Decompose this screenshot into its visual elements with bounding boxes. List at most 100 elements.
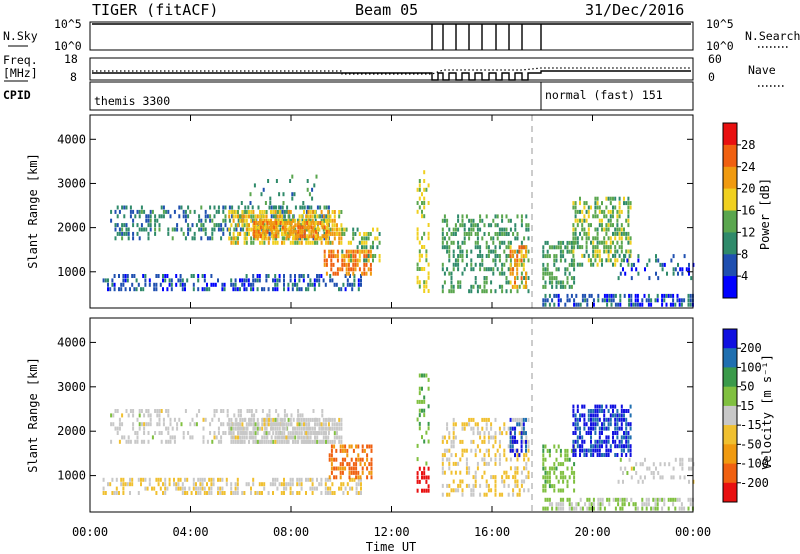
velocity-echo-cell — [102, 491, 105, 495]
velocity-echo-cell — [599, 506, 602, 511]
power-echo-cell — [603, 227, 606, 232]
velocity-echo-cell — [520, 470, 523, 475]
velocity-echo-cell — [518, 453, 521, 458]
power-echo-cell — [485, 245, 488, 250]
velocity-echo-cell — [274, 426, 277, 431]
velocity-echo-cell — [274, 477, 277, 482]
power-echo-cell — [302, 274, 305, 278]
velocity-echo-cell — [573, 462, 576, 467]
power-echo-cell — [268, 231, 271, 236]
velocity-echo-cell — [511, 426, 514, 431]
power-echo-cell — [310, 234, 313, 239]
velocity-echo-cell — [592, 426, 595, 431]
power-echo-cell — [275, 221, 278, 225]
power-echo-cell — [173, 227, 176, 232]
power-echo-cell — [248, 232, 250, 236]
power-echo-region — [240, 174, 318, 210]
power-echo-cell — [487, 254, 490, 258]
velocity-echo-cell — [341, 466, 344, 471]
velocity-echo-cell — [427, 377, 430, 382]
velocity-echo-cell — [598, 435, 601, 440]
velocity-echo-cell — [147, 439, 150, 444]
power-echo-cell — [272, 236, 275, 241]
power-echo-cell — [476, 289, 479, 294]
power-echo-cell — [459, 254, 462, 258]
velocity-echo-cell — [236, 491, 239, 495]
velocity-echo-cell — [485, 479, 488, 484]
power-echo-cell — [321, 221, 324, 225]
power-echo-cell — [461, 249, 464, 254]
power-echo-cell — [134, 214, 137, 219]
velocity-echo-cell — [452, 461, 455, 466]
power-echo-cell — [573, 258, 576, 263]
power-colorbar-tick-label: 8 — [741, 247, 748, 261]
velocity-echo-cell — [245, 435, 248, 440]
velocity-echo-cell — [525, 435, 528, 440]
power-echo-cell — [461, 214, 464, 219]
power-echo-cell — [574, 201, 577, 206]
velocity-echo-cell — [321, 409, 324, 413]
power-echo-cell — [564, 271, 567, 276]
power-echo-cell — [299, 236, 302, 241]
power-echo-cell — [149, 209, 152, 214]
power-echo-cell — [129, 205, 132, 210]
power-echo-cell — [312, 229, 315, 234]
velocity-echo-cell — [138, 409, 141, 413]
velocity-echo-cell — [360, 491, 362, 495]
velocity-echo-cell — [461, 426, 464, 431]
velocity-echo-cell — [620, 413, 623, 418]
power-echo-cell — [463, 227, 466, 232]
power-echo-cell — [525, 276, 527, 281]
power-echo-cell — [334, 271, 337, 276]
power-echo-cell — [663, 262, 666, 267]
power-echo-cell — [657, 258, 660, 263]
power-echo-cell — [579, 245, 581, 250]
power-echo-cell — [213, 214, 216, 219]
power-echo-cell — [607, 209, 610, 214]
velocity-echo-cell — [217, 417, 220, 422]
velocity-echo-cell — [542, 448, 545, 453]
power-echo-cell — [514, 280, 516, 285]
power-echo-cell — [448, 289, 451, 294]
velocity-echo-cell — [248, 409, 251, 413]
power-echo-cell — [264, 234, 267, 239]
power-echo-cell — [587, 253, 590, 258]
velocity-echo-cell — [181, 486, 184, 491]
power-echo-cell — [325, 271, 328, 276]
power-echo-cell — [170, 287, 173, 292]
velocity-echo-cell — [629, 404, 632, 409]
power-echo-cell — [110, 209, 113, 214]
power-echo-cell — [298, 218, 301, 223]
velocity-echo-cell — [527, 444, 530, 449]
power-echo-cell — [509, 254, 512, 259]
velocity-echo-cell — [605, 426, 608, 431]
velocity-echo-cell — [243, 426, 246, 431]
power-echo-cell — [162, 287, 164, 292]
power-echo-cell — [217, 278, 219, 283]
velocity-echo-cell — [275, 431, 278, 435]
power-echo-cell — [485, 267, 488, 272]
power-echo-cell — [311, 218, 314, 223]
velocity-echo-cell — [448, 466, 451, 471]
velocity-echo-cell — [542, 462, 545, 467]
velocity-echo-cell — [588, 502, 591, 507]
power-echo-cell — [618, 236, 621, 241]
power-echo-cell — [505, 258, 508, 263]
velocity-echo-cell — [457, 488, 460, 493]
velocity-echo-cell — [122, 486, 125, 491]
velocity-echo-cell — [237, 409, 240, 413]
velocity-echo-cell — [588, 506, 591, 511]
power-echo-cell — [643, 293, 646, 298]
power-echo-cell — [452, 267, 455, 272]
velocity-echo-cell — [652, 471, 655, 475]
velocity-echo-cell — [167, 439, 170, 444]
power-echo-cell — [121, 236, 124, 241]
velocity-echo-cell — [625, 444, 628, 449]
power-echo-cell — [427, 223, 430, 227]
velocity-echo-cell — [197, 477, 200, 482]
velocity-echo-cell — [256, 422, 259, 427]
velocity-echo-cell — [601, 426, 603, 431]
velocity-echo-cell — [118, 491, 120, 495]
velocity-echo-cell — [287, 431, 290, 436]
